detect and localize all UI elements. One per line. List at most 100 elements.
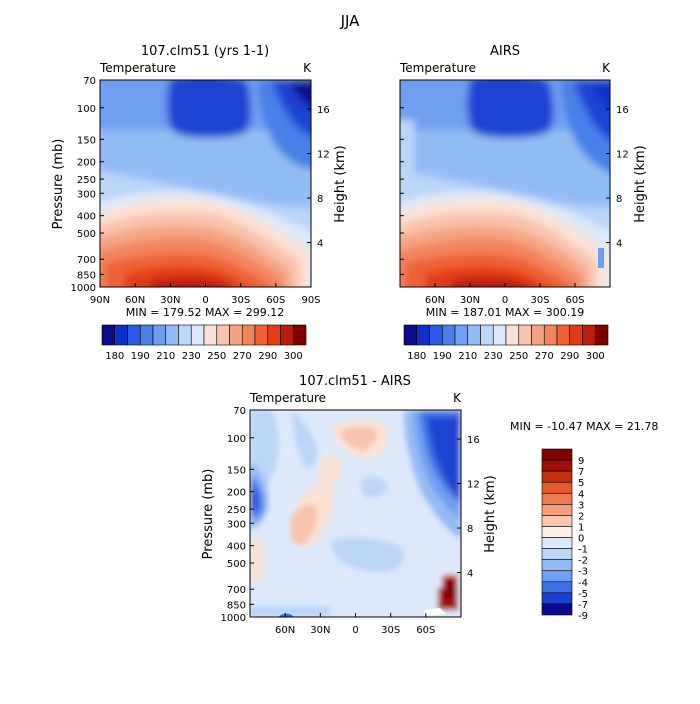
pressure-tick-label: 250 [227,505,246,516]
colorbar-label: 210 [156,351,175,362]
colorbar-swatch [114,324,128,346]
colorbar-swatch [229,324,243,346]
pressure-tick-label: 500 [77,229,96,240]
latitude-tick-label: 60N [125,295,145,306]
panel-airs-units: K [602,61,611,75]
colorbar-swatch [541,481,573,494]
colorbar-label: 180 [407,351,426,362]
colorbar-swatch [541,526,573,538]
pressure-tick-label: 150 [227,465,246,476]
panel-airs-variable: Temperature [399,61,476,75]
pressure-tick-label: 700 [227,585,246,596]
colorbar-swatch [403,324,418,346]
panel-diff-ylabel-right: Height (km) [483,475,498,552]
colorbar-label: 300 [284,351,303,362]
colorbar-label: -1 [578,545,588,556]
pressure-tick-label: 70 [233,406,246,417]
latitude-tick-label: 90S [301,295,320,306]
colorbar-swatch [165,324,179,346]
height-tick-label: 12 [616,150,629,161]
colorbar-label: 190 [131,351,150,362]
colorbar-label: 5 [578,478,584,489]
panel-model-axes: 70 100 150 200 250 300 400 500 700 850 1000 16 12 8 4 9… [71,76,330,306]
colorbar-label: 290 [258,351,277,362]
colorbar-label: 4 [578,489,584,500]
colorbar-label: 0 [578,534,584,545]
colorbar-swatch [216,324,230,346]
colorbar-label: 1 [578,522,584,533]
height-tick-label: 8 [616,194,622,205]
panel-model-minmax: MIN = 179.52 MAX = 299.12 [126,306,284,319]
colorbar-swatch [569,324,583,346]
height-tick-label: 16 [317,105,330,116]
latitude-tick-label: 30S [231,295,250,306]
colorbar-swatch [556,324,571,346]
height-tick-label: 12 [317,150,330,161]
pressure-tick-label: 850 [227,600,246,611]
panel-diff-minmax: MIN = -10.47 MAX = 21.78 [510,420,658,433]
colorbar-swatch [543,324,558,346]
colorbar-label: -3 [578,567,588,578]
colorbar-label: -7 [578,600,588,611]
pressure-tick-label: 70 [83,76,96,87]
latitude-tick-label: 30S [381,625,400,636]
panel-diff-title: 107.clm51 - AIRS [299,374,411,389]
colorbar-swatch [541,603,573,616]
height-tick-label: 8 [467,524,473,535]
colorbar-label: 270 [535,351,554,362]
panel-airs-minmax: MIN = 187.01 MAX = 300.19 [426,306,584,319]
colorbar-swatch [203,324,218,346]
colorbar-swatch [594,324,609,346]
colorbar-swatch [467,324,481,346]
pressure-tick-label: 150 [77,135,96,146]
height-tick-label: 4 [467,569,473,580]
latitude-tick-label: 90N [90,295,110,306]
colorbar-swatch [429,324,443,346]
colorbar-swatch [416,324,430,346]
panel-airs-title: AIRS [490,44,520,59]
colorbar-label: 3 [578,500,584,511]
colorbar-label: 290 [560,351,579,362]
height-tick-label: 16 [616,105,629,116]
panel-model-title: 107.clm51 (yrs 1-1) [141,44,269,59]
pressure-tick-label: 400 [227,542,246,553]
panel-model-units: K [303,61,312,75]
latitude-tick-label: 30N [310,625,330,636]
panel-diff-variable: Temperature [249,391,326,405]
colorbar-label: -9 [578,611,588,622]
colorbar-swatch [267,324,281,346]
colorbar-swatch [541,504,573,516]
pressure-tick-label: 500 [227,559,246,570]
colorbar-label: 9 [578,456,584,467]
panel-airs-ylabel-right: Height (km) [633,145,648,222]
pressure-tick-label: 200 [77,158,96,169]
colorbar-label: -5 [578,589,588,600]
colorbar-swatch [541,492,573,505]
colorbar-swatch [152,324,167,346]
colorbar-label: 270 [233,351,252,362]
colorbar-swatch [505,324,520,346]
colorbar-swatch [139,324,154,346]
colorbar-label: 300 [586,351,605,362]
panel-model: 107.clm51 (yrs 1-1) Temperature [51,44,348,362]
pressure-tick-label: 1000 [221,613,246,624]
panel-model-colorbar: 180 190 210 230 250 270 290 300 [101,324,307,362]
panel-diff-axes: 70 100 150 200 250 300 400 500 700 850 1000 16 12 8 4 6… [221,406,480,636]
latitude-tick-label: 60S [565,295,584,306]
panel-diff-units: K [453,391,462,405]
pressure-tick-label: 100 [227,434,246,445]
colorbar-swatch [101,324,116,346]
colorbar-label: -4 [578,578,588,589]
pressure-tick-label: 100 [77,104,96,115]
colorbar-swatch [480,324,494,346]
colorbar-swatch [454,324,469,346]
colorbar-swatch [531,324,545,346]
colorbar-label: 230 [182,351,201,362]
pressure-tick-label: 700 [77,255,96,266]
panel-diff: 107.clm51 - AIRS [201,374,658,636]
latitude-tick-label: 0 [352,625,358,636]
colorbar-swatch [190,324,205,346]
height-tick-label: 8 [317,194,323,205]
colorbar-swatch [541,448,573,461]
colorbar-swatch [280,324,294,346]
